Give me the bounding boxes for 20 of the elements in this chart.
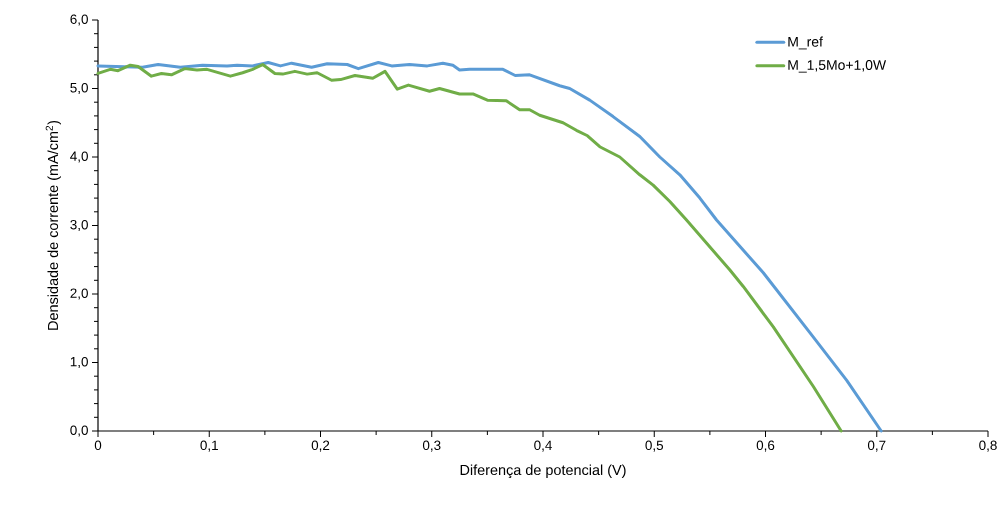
y-tick-label: 0,0 [70,425,88,437]
y-tick-label: 3,0 [70,219,88,232]
x-tick-label: 0 [94,440,102,451]
x-tick-label: 0,6 [756,440,775,452]
x-tick-label: 0,7 [867,440,886,452]
legend-label: M_ref [788,36,823,50]
x-tick-label: 0,2 [311,440,330,452]
x-tick-label: 0,5 [645,440,664,452]
y-tick-label: 6,0 [70,14,88,26]
x-axis-title: Diferença de potencial (V) [460,464,626,478]
x-tick-label: 0,8 [979,440,997,452]
y-tick-label: 4,0 [70,151,88,163]
y-axis-title: Densidade de corrente (mA/cm$^{2}$) [45,120,61,330]
x-tick-label: 0,3 [422,440,441,452]
x-tick-label: 0,1 [200,440,218,452]
x-tick-label: 0,4 [534,440,552,452]
y-tick-label: 1,0 [70,356,88,369]
legend-label: M_1,5Mo+1,0W [788,60,887,73]
y-tick-label: 5,0 [70,82,88,95]
y-tick-label: 2,0 [70,288,88,300]
